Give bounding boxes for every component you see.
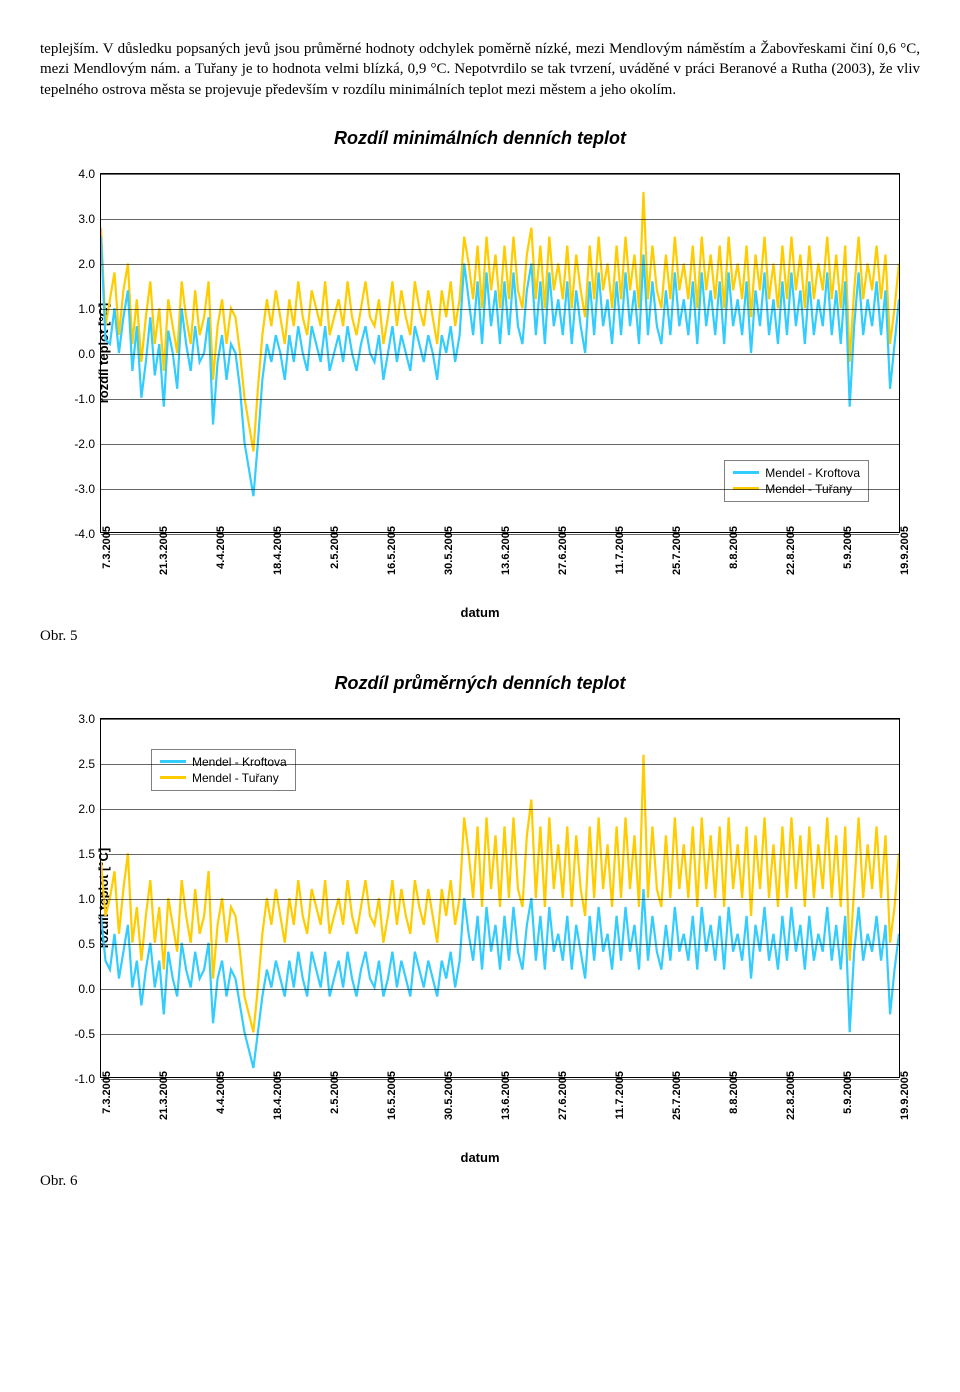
ytick: -4.0 [65, 527, 95, 541]
ytick: 2.5 [65, 757, 95, 771]
xtick: 7.3.2005 [101, 526, 113, 569]
xtick: 25.7.2005 [671, 526, 683, 575]
chart-1-legend: Mendel - Kroftova Mendel - Tuřany [724, 460, 869, 502]
xtick: 13.6.2005 [500, 1071, 512, 1120]
xtick: 25.7.2005 [671, 1071, 683, 1120]
legend-row: Mendel - Tuřany [160, 770, 287, 786]
legend-label: Mendel - Tuřany [192, 771, 279, 785]
legend-row: Mendel - Kroftova [160, 754, 287, 770]
xtick: 22.8.2005 [785, 526, 797, 575]
ytick: 1.0 [65, 892, 95, 906]
xtick: 27.6.2005 [557, 526, 569, 575]
ytick: -1.0 [65, 392, 95, 406]
chart-2-legend: Mendel - Kroftova Mendel - Tuřany [151, 749, 296, 791]
figure-5-label: Obr. 5 [40, 628, 920, 645]
ytick: -0.5 [65, 1027, 95, 1041]
chart-1-title: Rozdíl minimálních denních teplot [40, 128, 920, 149]
xtick: 19.9.2005 [899, 526, 911, 575]
xtick: 2.5.2005 [329, 1071, 341, 1114]
xtick: 7.3.2005 [101, 1071, 113, 1114]
ytick: -3.0 [65, 482, 95, 496]
ytick: 1.5 [65, 847, 95, 861]
ytick: 0.0 [65, 347, 95, 361]
xtick: 21.3.2005 [158, 526, 170, 575]
chart-1-plot: rozdíl teplot [°C] Mendel - Kroftova Men… [100, 173, 900, 533]
xtick: 18.4.2005 [272, 526, 284, 575]
xtick: 30.5.2005 [443, 1071, 455, 1120]
ytick: -1.0 [65, 1072, 95, 1086]
xtick: 16.5.2005 [386, 526, 398, 575]
xtick: 13.6.2005 [500, 526, 512, 575]
figure-6-label: Obr. 6 [40, 1173, 920, 1190]
ytick: 2.0 [65, 802, 95, 816]
xtick: 5.9.2005 [842, 526, 854, 569]
ytick: 0.5 [65, 937, 95, 951]
body-paragraph: teplejším. V důsledku popsaných jevů jso… [40, 39, 920, 100]
xtick: 11.7.2005 [614, 526, 626, 574]
ytick: 2.0 [65, 257, 95, 271]
xtick: 22.8.2005 [785, 1071, 797, 1120]
legend-row: Mendel - Kroftova [733, 465, 860, 481]
ytick: 4.0 [65, 167, 95, 181]
ytick: 3.0 [65, 712, 95, 726]
ytick: 0.0 [65, 982, 95, 996]
chart-1: Rozdíl minimálních denních teplot rozdíl… [40, 128, 920, 620]
xtick: 11.7.2005 [614, 1071, 626, 1119]
xtick: 18.4.2005 [272, 1071, 284, 1120]
xtick: 8.8.2005 [728, 526, 740, 569]
chart-2: Rozdíl průměrných denních teplot rozdíl … [40, 673, 920, 1165]
xtick: 19.9.2005 [899, 1071, 911, 1120]
legend-label: Mendel - Kroftova [192, 755, 287, 769]
xtick: 30.5.2005 [443, 526, 455, 575]
ytick: -2.0 [65, 437, 95, 451]
xtick: 8.8.2005 [728, 1071, 740, 1114]
xtick: 27.6.2005 [557, 1071, 569, 1120]
ytick: 3.0 [65, 212, 95, 226]
chart-2-title: Rozdíl průměrných denních teplot [40, 673, 920, 694]
legend-swatch-kroftova [733, 471, 759, 474]
legend-swatch-turany [160, 776, 186, 779]
xtick: 21.3.2005 [158, 1071, 170, 1120]
xtick: 4.4.2005 [215, 526, 227, 569]
xtick: 16.5.2005 [386, 1071, 398, 1120]
chart-2-xlabel: datum [40, 1150, 920, 1165]
ytick: 1.0 [65, 302, 95, 316]
legend-label: Mendel - Kroftova [765, 466, 860, 480]
chart-2-plot: rozdíl teplot [°C] Mendel - Kroftova Men… [100, 718, 900, 1078]
chart-1-xlabel: datum [40, 605, 920, 620]
xtick: 4.4.2005 [215, 1071, 227, 1114]
xtick: 5.9.2005 [842, 1071, 854, 1114]
xtick: 2.5.2005 [329, 526, 341, 569]
